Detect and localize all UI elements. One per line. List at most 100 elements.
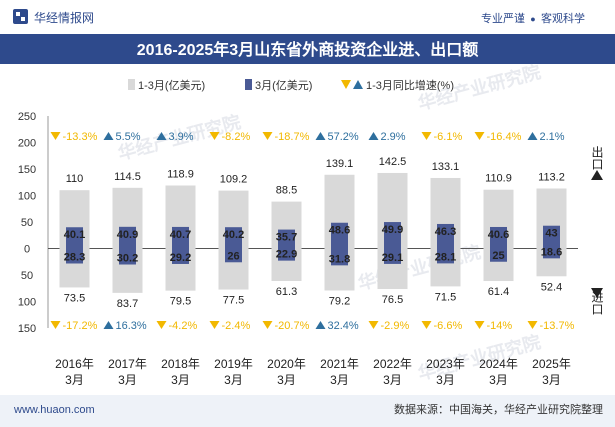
up-triangle-icon [527, 132, 538, 140]
x-tick-label-month: 3月 [171, 373, 190, 387]
label-export-ytd: 118.9 [167, 168, 194, 180]
side-label-import-text: 进口 [590, 291, 604, 315]
bar-import-month [384, 248, 401, 264]
label-import-month: 28.1 [435, 251, 456, 263]
bar-import-month [66, 248, 83, 264]
bar-import-month [119, 248, 136, 265]
label-export-ytd: 139.1 [326, 158, 354, 170]
down-triangle-icon [368, 321, 379, 329]
x-tick-label-month: 3月 [489, 373, 508, 387]
label-import-month: 26 [227, 250, 239, 262]
bar-import-month [543, 248, 560, 259]
label-export-ytd: 142.5 [379, 156, 407, 168]
header-bar [0, 0, 615, 34]
growth-export-text: 5.5% [116, 131, 141, 143]
label-export-month: 40.1 [64, 229, 85, 241]
growth-export: 3.9% [156, 131, 194, 143]
x-tick-label-year: 2024年 [479, 357, 518, 371]
bar-export-month [119, 226, 136, 249]
y-tick-label: 200 [18, 138, 36, 150]
label-export-month: 35.7 [276, 232, 297, 244]
x-tick-label-month: 3月 [330, 373, 349, 387]
x-tick-label-year: 2025年 [532, 357, 571, 371]
title-band [0, 34, 615, 64]
x-tick-label-month: 3月 [277, 373, 296, 387]
growth-export: 2.1% [527, 131, 565, 143]
x-tick-label-year: 2023年 [426, 357, 465, 371]
legend-down-triangle-icon [341, 80, 351, 89]
down-triangle-icon [421, 132, 432, 140]
label-export-ytd: 110.9 [485, 173, 512, 185]
growth-export: -6.1% [421, 131, 462, 143]
down-triangle-icon [50, 132, 61, 140]
bar-import-month [437, 248, 454, 264]
growth-import: -2.9% [368, 320, 410, 332]
label-export-month: 40.7 [170, 229, 191, 241]
x-tick-label-year: 2017年 [108, 357, 147, 371]
bar-export-month [543, 225, 560, 249]
bar-import-month [331, 248, 348, 266]
growth-export: -8.2% [209, 131, 250, 143]
label-export-ytd: 88.5 [276, 185, 297, 197]
growth-export: 2.9% [368, 131, 406, 143]
x-tick-label-month: 3月 [224, 373, 243, 387]
label-export-month: 49.9 [382, 224, 403, 236]
y-axis: 250 200 150 100 50 0 50 100 150 [18, 111, 49, 335]
footer-source: 数据来源：中国海关，华经产业研究院整理 [394, 402, 603, 416]
export-up-arrow-icon [591, 170, 603, 180]
x-tick-label-month: 3月 [436, 373, 455, 387]
growth-import-text: -2.9% [381, 320, 410, 332]
x-tick-label-month: 3月 [118, 373, 137, 387]
y-tick-label: 250 [18, 111, 36, 123]
logo-icon [13, 9, 28, 24]
up-triangle-icon [368, 132, 379, 140]
footer-url[interactable]: www.huaon.com [13, 404, 95, 416]
growth-import: -17.2% [50, 320, 98, 332]
bar-export-month [66, 227, 83, 249]
x-tick-label-year: 2018年 [161, 357, 200, 371]
legend-label-ytd: 1-3月(亿美元) [138, 79, 205, 92]
growth-import-text: -14% [487, 320, 513, 332]
growth-export-text: -16.4% [487, 131, 522, 143]
growth-export-text: 2.9% [381, 131, 406, 143]
growth-import: 32.4% [315, 320, 359, 332]
legend-label-growth: 1-3月同比增速(%) [366, 78, 454, 92]
bar-import-month [278, 248, 295, 261]
tagline-left: 专业严谨 [481, 11, 525, 25]
label-export-ytd: 114.5 [114, 171, 141, 183]
y-tick-label: 150 [18, 323, 36, 335]
side-label-import: 进口 [590, 288, 604, 315]
legend-swatch-ytd [128, 79, 135, 90]
y-tick-label: 50 [21, 270, 33, 282]
bar-import-month [225, 248, 242, 263]
bar-import-month [490, 248, 507, 262]
growth-export-text: -18.7% [275, 131, 310, 143]
growth-import-text: -6.6% [434, 320, 463, 332]
down-triangle-icon [474, 321, 485, 329]
label-import-month: 29.1 [382, 252, 403, 264]
y-tick-label: 0 [24, 244, 30, 256]
growth-import-text: -4.2% [169, 320, 198, 332]
down-triangle-icon [156, 321, 167, 329]
brand-name: 华经情报网 [34, 10, 94, 25]
label-export-ytd: 109.2 [220, 174, 248, 186]
y-tick-label: 100 [18, 191, 36, 203]
y-tick-label: 50 [21, 217, 33, 229]
label-import-ytd: 61.3 [276, 286, 297, 298]
label-import-month: 18.6 [541, 246, 562, 258]
growth-export: -13.3% [50, 131, 98, 143]
label-export-ytd: 113.2 [538, 172, 565, 184]
growth-import: -4.2% [156, 320, 198, 332]
bar-export-month [172, 226, 189, 249]
growth-export-text: 2.1% [540, 131, 565, 143]
x-tick-label-year: 2020年 [267, 357, 306, 371]
legend-swatch-month [245, 79, 252, 90]
growth-export: -16.4% [474, 131, 522, 143]
up-triangle-icon [156, 132, 167, 140]
legend: 1-3月(亿美元) 3月(亿美元) 1-3月同比增速(%) [128, 78, 454, 92]
tagline-separator: ● [530, 14, 535, 24]
label-export-month: 40.2 [223, 229, 244, 241]
y-tick-label: 100 [18, 297, 36, 309]
x-tick-label-month: 3月 [542, 373, 561, 387]
